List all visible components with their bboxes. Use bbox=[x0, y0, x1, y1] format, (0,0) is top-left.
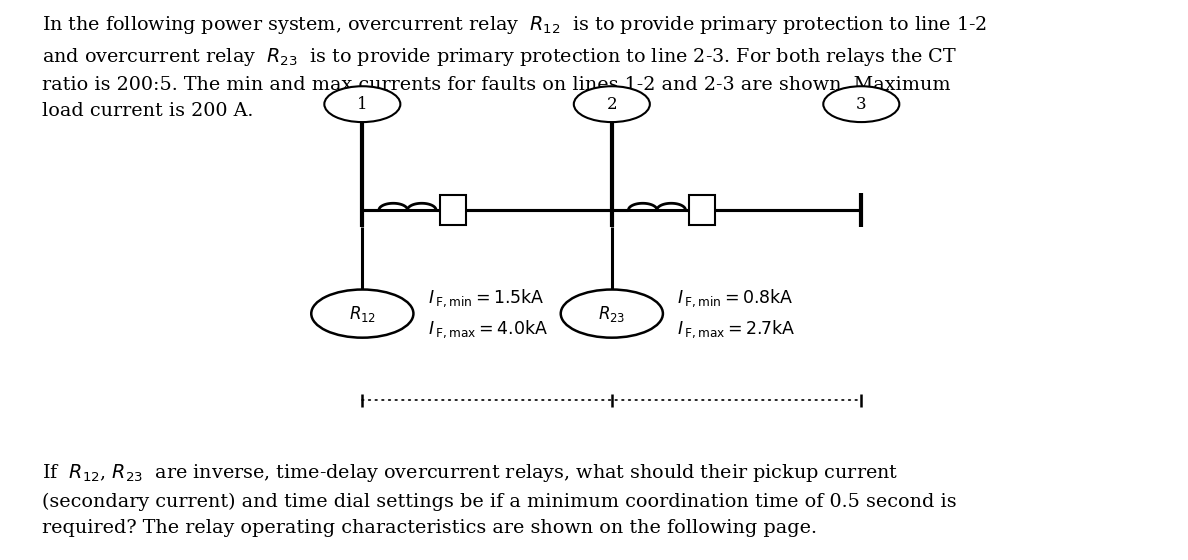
Text: $R_{12}$: $R_{12}$ bbox=[349, 304, 375, 324]
Circle shape bbox=[311, 290, 413, 338]
Text: In the following power system, overcurrent relay  $R_{12}$  is to provide primar: In the following power system, overcurre… bbox=[42, 14, 986, 120]
FancyBboxPatch shape bbox=[440, 195, 466, 225]
Circle shape bbox=[561, 290, 663, 338]
Circle shape bbox=[324, 86, 400, 122]
Text: $R_{23}$: $R_{23}$ bbox=[598, 304, 626, 324]
Text: $I_{\,\mathrm{F,max}}=4.0\mathrm{kA}$: $I_{\,\mathrm{F,max}}=4.0\mathrm{kA}$ bbox=[428, 319, 548, 340]
Text: $I_{\,\mathrm{F,max}}=2.7\mathrm{kA}$: $I_{\,\mathrm{F,max}}=2.7\mathrm{kA}$ bbox=[677, 319, 796, 340]
Text: $I_{\,\mathrm{F,min}}=0.8\mathrm{kA}$: $I_{\,\mathrm{F,min}}=0.8\mathrm{kA}$ bbox=[677, 287, 794, 309]
Text: 3: 3 bbox=[857, 96, 866, 113]
Text: If  $R_{12}$, $R_{23}$  are inverse, time-delay overcurrent relays, what should : If $R_{12}$, $R_{23}$ are inverse, time-… bbox=[42, 462, 956, 537]
Text: 2: 2 bbox=[607, 96, 617, 113]
Circle shape bbox=[574, 86, 650, 122]
Circle shape bbox=[823, 86, 899, 122]
Text: $I_{\,\mathrm{F,min}}=1.5\mathrm{kA}$: $I_{\,\mathrm{F,min}}=1.5\mathrm{kA}$ bbox=[428, 287, 544, 309]
Text: 1: 1 bbox=[358, 96, 367, 113]
FancyBboxPatch shape bbox=[689, 195, 715, 225]
